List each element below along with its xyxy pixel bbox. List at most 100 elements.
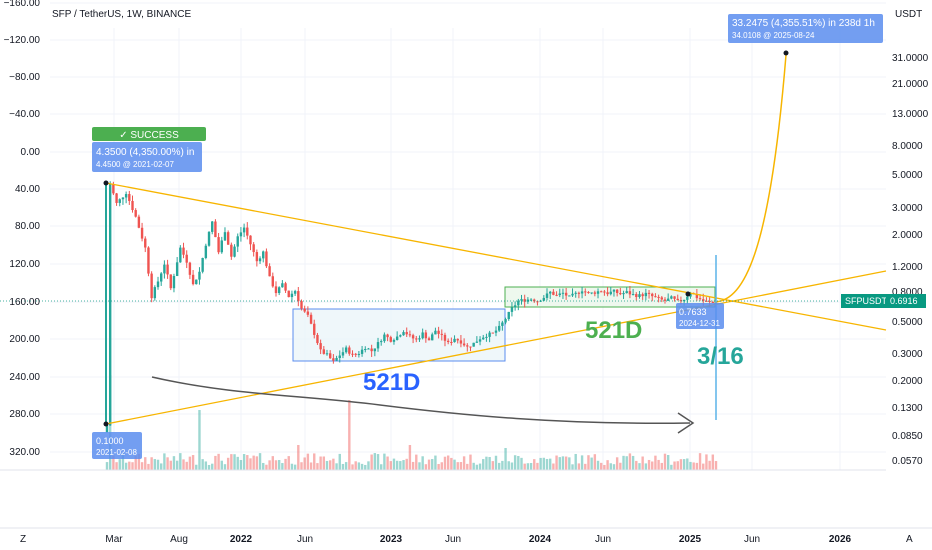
volume-bar (705, 454, 708, 470)
volume-bar (590, 457, 593, 470)
volume-bar (475, 464, 479, 470)
volume-bar (147, 463, 150, 470)
time-axis: Mar Aug 2022 Jun 2023 Jun 2024 Jun 2025 Jun 2026 (105, 534, 851, 545)
volume-bar (201, 459, 204, 470)
candle-body (150, 273, 153, 299)
candle-body (344, 347, 348, 353)
volume-bar (290, 463, 294, 470)
left-axis-tick: 40.00 (15, 184, 40, 195)
price-tag-value: 0.6916 (890, 296, 918, 306)
candle-body (491, 332, 495, 334)
volume-bar (504, 448, 507, 470)
volume-bar (446, 455, 450, 470)
candle-body (201, 257, 204, 272)
candle-body (328, 353, 332, 359)
volume-bar (316, 463, 319, 470)
left-axis-tick: 160.00 (9, 297, 40, 308)
candle-body (615, 289, 619, 294)
candle-body (258, 258, 262, 262)
time-axis-tick: 2025 (679, 534, 702, 545)
label-date: 3/16 (697, 343, 744, 370)
volume-bar (217, 453, 220, 470)
candle-body (466, 345, 469, 347)
left-axis-tick: 200.00 (9, 334, 40, 345)
volume-bar (431, 459, 434, 470)
volume-bar (226, 457, 230, 470)
measure-top-line2: 4.4500 @ 2021-02-07 (96, 160, 175, 169)
volume-bar (367, 461, 370, 470)
volume-bar (418, 462, 421, 470)
volume-bar (539, 457, 542, 470)
lower-trendline (105, 270, 887, 425)
volume-bar (679, 459, 683, 470)
candle-body (156, 281, 160, 288)
volume-bar (348, 400, 351, 470)
volume-bar (424, 464, 428, 470)
measure-top-line1: 4.3500 (4,350.00%) in (96, 147, 194, 158)
candle-body (112, 184, 115, 194)
volume-bar (625, 456, 628, 470)
candle-body (246, 227, 249, 236)
candle-body (574, 292, 577, 294)
candle-body (513, 305, 517, 308)
label-521d-green: 521D (585, 317, 642, 344)
candle-body (644, 292, 648, 297)
volume-bar (606, 460, 609, 470)
volume-bar (293, 464, 297, 470)
candle-body (705, 300, 708, 302)
candle-body (501, 322, 504, 326)
auto-scale-icon[interactable]: A (906, 534, 913, 545)
volume-bar (380, 464, 383, 470)
volume-bar (453, 459, 456, 470)
volume-bar (373, 453, 377, 470)
right-axis-tick: 0.1300 (892, 403, 923, 414)
volume-bar (513, 455, 517, 470)
candle-body (418, 338, 421, 340)
candle-body (427, 338, 431, 341)
volume-bar (153, 459, 157, 470)
candle-body (179, 247, 182, 263)
success-badge-text: ✓ SUCCESS (119, 130, 179, 141)
volume-bar (600, 462, 603, 470)
candle-body (322, 349, 326, 354)
volume-bar (328, 460, 332, 470)
candle-body (459, 340, 463, 344)
volume-bar (561, 456, 565, 470)
timezone-icon[interactable]: Z (20, 534, 26, 545)
candle-body (293, 291, 297, 294)
right-price-axis: 31.0000 21.0000 13.0000 8.0000 5.0000 3.0000 2… (892, 53, 929, 467)
volume-bar (172, 456, 176, 470)
volume-bar (297, 445, 300, 470)
measure-label-bottom: 0.1000 2021-02-08 (92, 432, 142, 459)
volume-bar (459, 462, 463, 470)
volume-bar (128, 461, 131, 470)
time-axis-tick: Mar (105, 534, 123, 545)
volume-bar (523, 463, 526, 470)
volume-bar (121, 453, 125, 470)
candle-body (548, 291, 552, 294)
candle-body (584, 291, 587, 293)
time-axis-tick: Aug (170, 534, 188, 545)
candle-body (504, 319, 507, 323)
candle-body (686, 296, 689, 300)
right-axis-tick: 3.0000 (892, 203, 923, 214)
volume-bar (195, 464, 198, 470)
candle-body (497, 325, 501, 331)
volume-bar (105, 462, 109, 470)
volume-bar (402, 460, 405, 470)
candle-body (373, 348, 377, 352)
candle-body (689, 293, 692, 297)
volume-bar (615, 457, 619, 470)
candle-body (424, 332, 428, 339)
left-axis-tick: −80.00 (9, 72, 40, 83)
volume-bar (144, 457, 147, 470)
anchor-point (685, 291, 691, 297)
volume-bar (313, 453, 316, 470)
candle-body (255, 252, 259, 262)
candle-body (437, 330, 440, 334)
candle-body (561, 292, 565, 294)
candle-body (220, 240, 223, 253)
candle-body (446, 340, 450, 342)
volume-bar (542, 457, 546, 470)
right-axis-tick: 0.0850 (892, 431, 923, 442)
